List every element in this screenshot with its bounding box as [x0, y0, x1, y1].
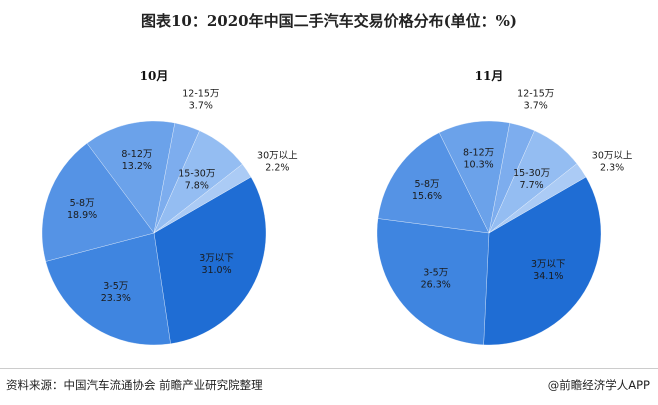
- pie-title: 10月: [140, 69, 169, 83]
- slice-category-label: 8-12万: [121, 149, 152, 160]
- source-note: 资料来源：中国汽车流通协会 前瞻产业研究院整理: [6, 378, 263, 392]
- slice-value-label: 10.3%: [463, 160, 493, 171]
- slice-value-label: 15.6%: [412, 191, 442, 202]
- slice-value-label: 7.8%: [185, 180, 209, 191]
- slice-value-label: 13.2%: [122, 161, 152, 172]
- slice-category-label: 3-5万: [103, 281, 128, 292]
- pie-charts: 10月3万以下31.0%3-5万23.3%5-8万18.9%8-12万13.2%…: [41, 69, 633, 346]
- slice-category-label: 30万以上: [592, 150, 633, 161]
- slice-category-label: 30万以上: [257, 151, 298, 162]
- slice-category-label: 3-5万: [423, 268, 448, 279]
- slice-category-label: 15-30万: [513, 168, 550, 179]
- slice-category-label: 3万以下: [531, 259, 566, 270]
- pie-slice: [376, 218, 490, 346]
- pie-slice: [488, 163, 587, 234]
- pie-slice: [483, 176, 602, 346]
- brand-note: @前瞻经济学人APP: [547, 378, 650, 392]
- pie-slice: [41, 143, 155, 262]
- pie-slice: [153, 163, 252, 234]
- pie-title: 11月: [475, 69, 504, 83]
- pie-slice: [438, 120, 510, 234]
- slice-value-label: 26.3%: [421, 280, 451, 291]
- divider: [0, 368, 658, 369]
- pie-slice: [153, 176, 267, 344]
- slice-category-label: 12-15万: [517, 89, 554, 100]
- slice-category-label: 3万以下: [199, 253, 234, 264]
- slice-category-label: 5-8万: [70, 198, 95, 209]
- pie-slice: [45, 232, 171, 346]
- slice-value-label: 7.7%: [520, 180, 544, 191]
- slice-value-label: 23.3%: [101, 293, 131, 304]
- slice-value-label: 18.9%: [67, 210, 97, 221]
- pie-slice: [86, 120, 176, 234]
- slice-value-label: 2.3%: [600, 162, 624, 173]
- slice-category-label: 5-8万: [414, 179, 439, 190]
- slice-value-label: 34.1%: [533, 271, 563, 282]
- chart-title: 图表10：2020年中国二手汽车交易价格分布(单位：%): [140, 12, 518, 30]
- pie-slice: [377, 132, 490, 234]
- slice-category-label: 15-30万: [178, 168, 215, 179]
- slice-category-label: 12-15万: [182, 89, 219, 100]
- slice-value-label: 2.2%: [265, 163, 289, 174]
- slice-category-label: 8-12万: [463, 148, 494, 159]
- slice-value-label: 3.7%: [189, 101, 213, 112]
- slice-value-label: 3.7%: [524, 101, 548, 112]
- slice-value-label: 31.0%: [201, 265, 231, 276]
